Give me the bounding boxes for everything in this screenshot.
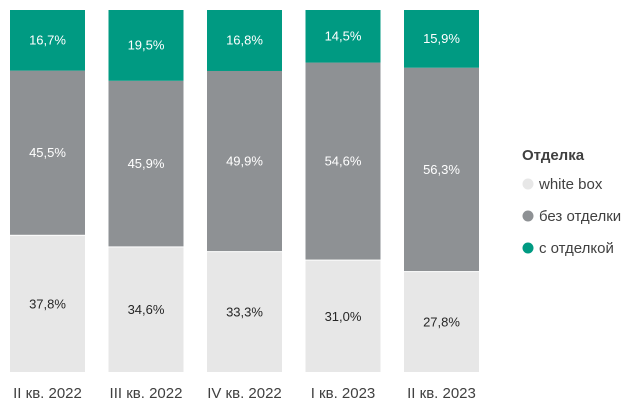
data-label-с-отделкой-4: 14,5% [325, 28, 362, 43]
bar-segment-без-отделки-4 [305, 62, 381, 260]
bar-segment-с-отделкой-5 [404, 10, 479, 68]
data-label-white-box-5: 27,8% [423, 315, 460, 330]
data-label-без-отделки-3: 49,9% [226, 154, 263, 169]
data-label-white-box-4: 31,0% [325, 309, 362, 324]
legend: Отделка white box без отделки с отделкой [522, 147, 621, 257]
x-tick-label-2: III кв. 2022 [110, 385, 183, 402]
bar-segment-white-box-4 [305, 260, 381, 372]
legend-label-с-отделкой: с отделкой [539, 240, 614, 257]
bar-segment-с-отделкой-1 [10, 10, 85, 71]
x-tick-label-4: I кв. 2023 [311, 385, 376, 402]
bar-segment-с-отделкой-3 [207, 10, 282, 71]
data-label-white-box-2: 34,6% [128, 302, 165, 317]
x-axis-tick-labels: II кв. 2022 III кв. 2022 IV кв. 2022 I кв. … [13, 385, 476, 402]
bar-segment-без-отделки-5 [404, 67, 479, 272]
legend-label-white-box: white box [538, 176, 603, 193]
bar-segment-с-отделкой-4 [305, 10, 381, 63]
x-tick-label-1: II кв. 2022 [13, 385, 82, 402]
data-label-с-отделкой-3: 16,8% [226, 32, 263, 47]
bar-segment-white-box-3 [207, 252, 282, 372]
legend-marker-white-box [522, 178, 534, 190]
x-tick-label-5: II кв. 2023 [407, 385, 476, 402]
bar-segment-с-отделкой-2 [108, 10, 184, 81]
bars-group [10, 10, 479, 372]
x-tick-label-3: IV кв. 2022 [207, 385, 282, 402]
data-label-white-box-1: 37,8% [29, 296, 66, 311]
legend-marker-с-отделкой [522, 242, 534, 254]
segment-labels-group: 37,8% 45,5% 16,7% 34,6% 45,9% 19,5% 33,3% 49,9%… [29, 28, 460, 329]
bar-segment-без-отделки-2 [108, 80, 184, 247]
legend-label-без-отделки: без отделки [539, 208, 621, 225]
bar-segment-без-отделки-1 [10, 70, 85, 235]
data-label-без-отделки-1: 45,5% [29, 145, 66, 160]
data-label-без-отделки-4: 54,6% [325, 154, 362, 169]
data-label-с-отделкой-5: 15,9% [423, 31, 460, 46]
data-label-white-box-3: 33,3% [226, 305, 263, 320]
data-label-с-отделкой-1: 16,7% [29, 32, 66, 47]
legend-marker-без-отделки [522, 210, 534, 222]
data-label-без-отделки-5: 56,3% [423, 162, 460, 177]
data-label-с-отделкой-2: 19,5% [128, 37, 165, 52]
bar-segment-white-box-5 [404, 272, 479, 372]
data-label-без-отделки-2: 45,9% [128, 156, 165, 171]
legend-title: Отделка [522, 147, 585, 164]
bar-segment-white-box-2 [108, 247, 184, 372]
bar-segment-white-box-1 [10, 235, 85, 372]
bar-segment-без-отделки-3 [207, 70, 282, 252]
